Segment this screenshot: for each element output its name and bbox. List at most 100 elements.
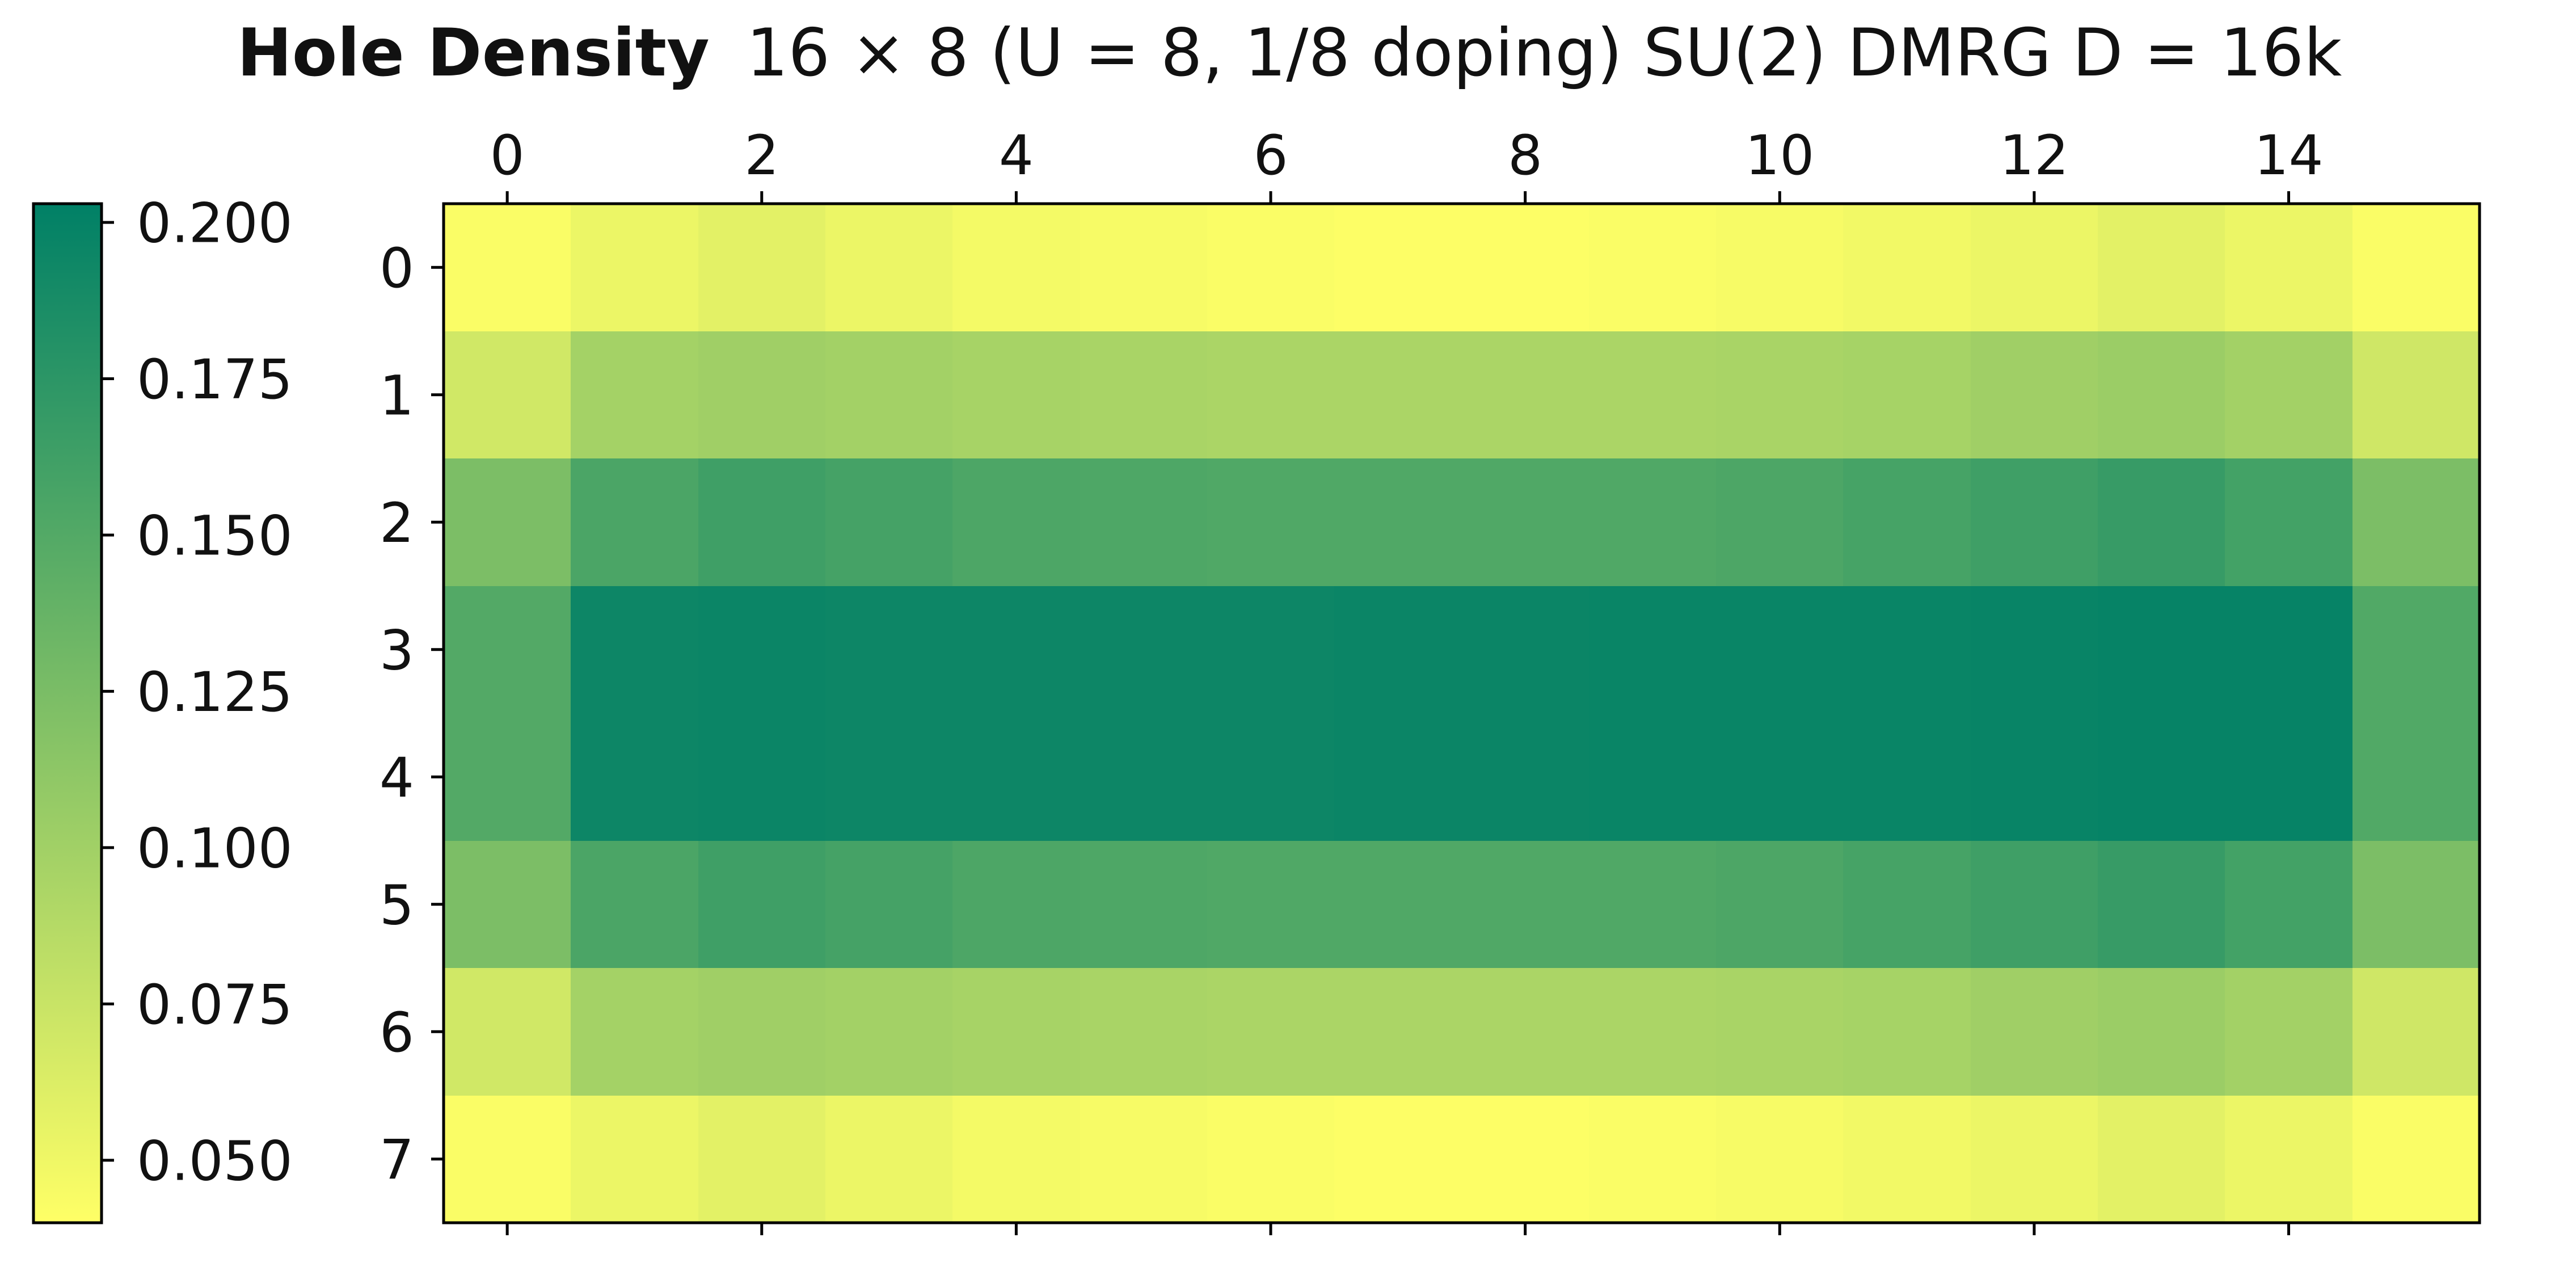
heatmap-cell-r4-c0 xyxy=(444,713,571,841)
heatmap-cell-r5-c4 xyxy=(952,841,1081,969)
chart-title-bold: Hole Density xyxy=(237,15,710,91)
heatmap-cell-r5-c0 xyxy=(444,841,571,969)
colorbar-tick-label-0.200: 0.200 xyxy=(137,192,293,255)
heatmap-cell-r4-c11 xyxy=(1843,713,1971,841)
heatmap-cell-r3-c7 xyxy=(1334,586,1462,714)
heatmap-cell-r1-c13 xyxy=(2098,331,2225,459)
y-axis: 0 1 2 3 4 5 6 7 xyxy=(380,237,444,1192)
heatmap-cell-r4-c1 xyxy=(571,713,699,841)
heatmap-cell-r7-c5 xyxy=(1080,1096,1208,1223)
heatmap-cell-r1-c1 xyxy=(571,331,699,459)
colorbar-tick-label-0.100: 0.100 xyxy=(137,816,293,880)
heatmap-cell-r2-c8 xyxy=(1462,458,1590,587)
heatmap-cell-r6-c9 xyxy=(1589,968,1717,1096)
y-tick-label-4: 4 xyxy=(380,746,414,810)
heatmap-cell-r3-c3 xyxy=(825,586,953,714)
heatmap-cell-r7-c3 xyxy=(825,1096,953,1223)
heatmap-cell-r4-c13 xyxy=(2098,713,2225,841)
heatmap-cell-r7-c1 xyxy=(571,1096,699,1223)
heatmap-cell-r0-c9 xyxy=(1589,204,1717,332)
heatmap-cell-r7-c9 xyxy=(1589,1096,1717,1223)
heatmap-cell-r6-c1 xyxy=(571,968,699,1096)
heatmap-cell-r2-c7 xyxy=(1334,458,1462,587)
heatmap-cell-r3-c4 xyxy=(952,586,1081,714)
heatmap-cell-r7-c12 xyxy=(1971,1096,2098,1223)
heatmap-cell-r3-c10 xyxy=(1716,586,1844,714)
colorbar-tick-label-0.175: 0.175 xyxy=(137,348,293,411)
heatmap-cell-r6-c4 xyxy=(952,968,1081,1096)
heatmap-cell-r6-c7 xyxy=(1334,968,1462,1096)
heatmap-cell-r3-c14 xyxy=(2225,586,2353,714)
x-tick-label-10: 10 xyxy=(1745,124,1814,187)
heatmap-cell-r2-c4 xyxy=(952,458,1081,587)
heatmap-cell-r2-c0 xyxy=(444,458,571,587)
heatmap-cell-r3-c2 xyxy=(698,586,826,714)
heatmap-cell-r4-c10 xyxy=(1716,713,1844,841)
heatmap-cell-r6-c8 xyxy=(1462,968,1590,1096)
heatmap-cell-r6-c14 xyxy=(2225,968,2353,1096)
heatmap-cell-r1-c2 xyxy=(698,331,826,459)
colorbar-tick-label-0.125: 0.125 xyxy=(137,660,293,724)
heatmap-cell-r1-c6 xyxy=(1207,331,1335,459)
heatmap-cell-r6-c5 xyxy=(1080,968,1208,1096)
heatmap-cell-r5-c12 xyxy=(1971,841,2098,969)
heatmap-cell-r5-c7 xyxy=(1334,841,1462,969)
heatmap-cell-r3-c9 xyxy=(1589,586,1717,714)
colorbar-gradient xyxy=(32,202,103,1224)
heatmap-cell-r6-c15 xyxy=(2352,968,2480,1096)
y-tick-label-7: 7 xyxy=(380,1128,414,1192)
heatmap-cell-r5-c6 xyxy=(1207,841,1335,969)
heatmap-cell-r5-c1 xyxy=(571,841,699,969)
heatmap-cell-r3-c0 xyxy=(444,586,571,714)
x-tick-label-4: 4 xyxy=(999,124,1034,187)
heatmap-cell-r3-c6 xyxy=(1207,586,1335,714)
x-tick-label-12: 12 xyxy=(2000,124,2069,187)
heatmap-cell-r7-c0 xyxy=(444,1096,571,1223)
x-tick-label-14: 14 xyxy=(2254,124,2323,187)
heatmap-cell-r7-c15 xyxy=(2352,1096,2480,1223)
heatmap-cell-r7-c7 xyxy=(1334,1096,1462,1223)
heatmap-cell-r1-c7 xyxy=(1334,331,1462,459)
x-tick-label-2: 2 xyxy=(744,124,779,187)
y-tick-label-6: 6 xyxy=(380,1001,414,1064)
heatmap-cell-r0-c12 xyxy=(1971,204,2098,332)
heatmap-cell-r0-c1 xyxy=(571,204,699,332)
heatmap-cell-r1-c10 xyxy=(1716,331,1844,459)
heatmap-cell-r3-c12 xyxy=(1971,586,2098,714)
heatmap-cell-r7-c14 xyxy=(2225,1096,2353,1223)
y-tick-label-3: 3 xyxy=(380,618,414,682)
heatmap-cell-r7-c11 xyxy=(1843,1096,1971,1223)
heatmap-cell-r3-c1 xyxy=(571,586,699,714)
heatmap-cell-r4-c14 xyxy=(2225,713,2353,841)
heatmap-cell-r5-c2 xyxy=(698,841,826,969)
heatmap-cell-r6-c6 xyxy=(1207,968,1335,1096)
heatmap-cell-r0-c10 xyxy=(1716,204,1844,332)
x-axis-top: 0 2 4 6 8 10 12 14 xyxy=(490,124,2324,204)
heatmap-cell-r3-c15 xyxy=(2352,586,2480,714)
heatmap-cell-r5-c10 xyxy=(1716,841,1844,969)
heatmap-cell-r0-c3 xyxy=(825,204,953,332)
heatmap-cell-r7-c4 xyxy=(952,1096,1081,1223)
y-tick-label-1: 1 xyxy=(380,364,414,427)
colorbar-tick-label-0.075: 0.075 xyxy=(137,973,293,1037)
heatmap-cell-r2-c10 xyxy=(1716,458,1844,587)
heatmap-cell-r2-c3 xyxy=(825,458,953,587)
heatmap-cell-r5-c8 xyxy=(1462,841,1590,969)
heatmap-cell-r2-c5 xyxy=(1080,458,1208,587)
heatmap-cell-r0-c7 xyxy=(1334,204,1462,332)
heatmap-cell-r4-c12 xyxy=(1971,713,2098,841)
heatmap-cell-r7-c6 xyxy=(1207,1096,1335,1223)
heatmap-cell-r1-c8 xyxy=(1462,331,1590,459)
plot-frame xyxy=(442,202,2481,1224)
heatmap-cell-r3-c5 xyxy=(1080,586,1208,714)
heatmap-cell-r2-c6 xyxy=(1207,458,1335,587)
heatmap-cell-r6-c2 xyxy=(698,968,826,1096)
heatmap-cell-r0-c2 xyxy=(698,204,826,332)
heatmap-cell-r2-c9 xyxy=(1589,458,1717,587)
heatmap-cell-r0-c4 xyxy=(952,204,1081,332)
heatmap-cell-r7-c8 xyxy=(1462,1096,1590,1223)
heatmap-cell-r1-c11 xyxy=(1843,331,1971,459)
heatmap-cell-r5-c11 xyxy=(1843,841,1971,969)
